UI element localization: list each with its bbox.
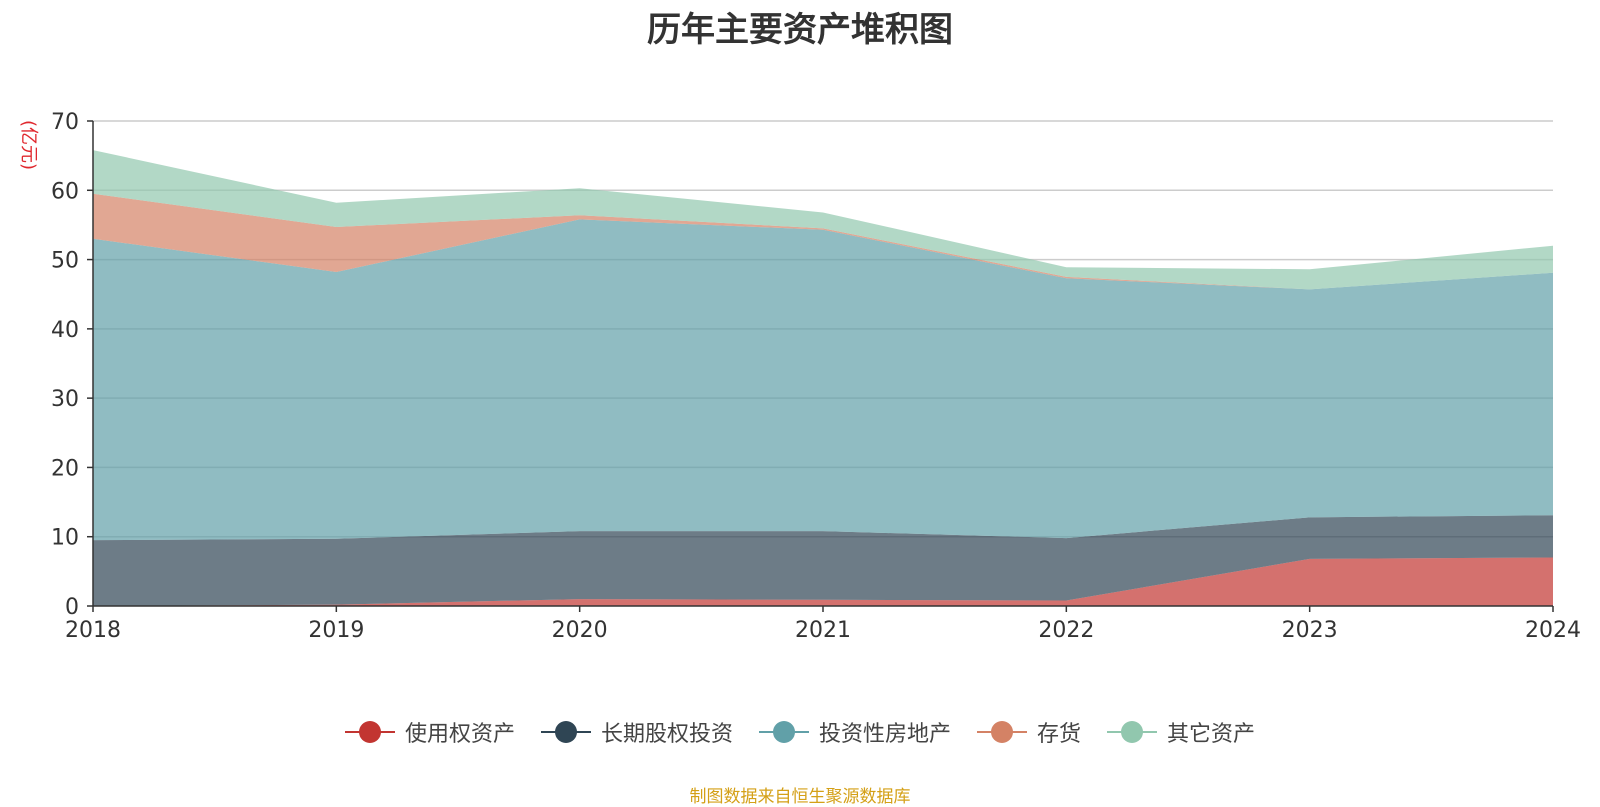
area-series-4 <box>93 193 1553 290</box>
legend-label: 存货 <box>1037 722 1082 747</box>
x-tick-label: 2021 <box>795 618 851 643</box>
y-tick-label: 20 <box>51 456 79 481</box>
area-series-2 <box>93 515 1553 606</box>
y-tick-label: 10 <box>51 526 79 551</box>
y-tick-label: 40 <box>51 318 79 343</box>
legend-label: 投资性房地产 <box>818 722 951 747</box>
legend-item-5[interactable]: 其它资产 <box>1107 716 1255 748</box>
area-series-5 <box>93 150 1553 290</box>
x-tick-label: 2024 <box>1525 618 1581 643</box>
x-tick-label: 2023 <box>1282 618 1338 643</box>
legend-marker-icon <box>977 720 1027 744</box>
x-tick-label: 2020 <box>552 618 608 643</box>
area-series-layer <box>93 150 1553 606</box>
y-tick-label: 50 <box>51 249 79 274</box>
y-tick-label: 0 <box>65 595 79 620</box>
legend-label: 长期股权投资 <box>600 722 733 747</box>
area-series-1 <box>93 557 1553 606</box>
x-tick-label: 2022 <box>1038 618 1094 643</box>
legend-marker-icon <box>1107 720 1158 744</box>
legend: 使用权资产 长期股权投资 投资性房地产 存货 其它资产 <box>0 716 1600 748</box>
legend-marker-icon <box>758 720 809 744</box>
area-series-3 <box>93 219 1553 541</box>
x-tick-label: 2018 <box>65 618 121 643</box>
legend-marker-icon <box>540 720 591 744</box>
y-tick-label: 30 <box>51 387 79 412</box>
stacked-area-chart: 0 10 20 30 40 50 60 70 2018 2019 2020 2021 2022 2023 2… <box>51 110 1581 643</box>
y-tick-label: 70 <box>51 110 79 135</box>
legend-marker-icon <box>344 720 395 744</box>
legend-item-4[interactable]: 存货 <box>977 716 1081 748</box>
source-note: 制图数据来自恒生聚源数据库 <box>689 787 911 807</box>
axes: 0 10 20 30 40 50 60 70 2018 2019 2020 2021 2022 2023 2… <box>51 110 1581 643</box>
chart-title: 历年主要资产堆积图 <box>647 10 953 50</box>
x-tick-label: 2019 <box>308 618 364 643</box>
legend-item-1[interactable]: 使用权资产 <box>344 716 515 748</box>
y-tick-label: 60 <box>51 179 79 204</box>
legend-label: 使用权资产 <box>404 722 515 747</box>
legend-item-3[interactable]: 投资性房地产 <box>758 716 951 748</box>
legend-label: 其它资产 <box>1167 722 1256 747</box>
legend-item-2[interactable]: 长期股权投资 <box>540 716 733 748</box>
